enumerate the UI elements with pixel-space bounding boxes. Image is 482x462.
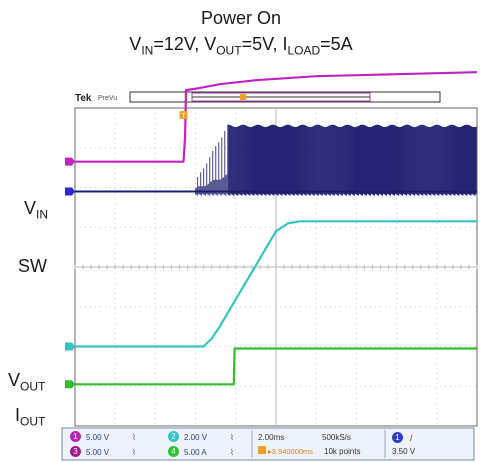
chart-subtitle: VIN=12V, VOUT=5V, ILOAD=5A (0, 34, 482, 58)
trigger-position-icon (258, 446, 266, 454)
channel-scale: 5.00 V (86, 448, 110, 457)
sw-ground-marker (65, 187, 75, 196)
iout-trace (75, 347, 477, 386)
trigger-position: ▸3.940000ms (268, 447, 313, 456)
label-vout: VOUT (8, 370, 46, 394)
vout-trace (75, 220, 477, 348)
trigger-level: 3.50 V (392, 447, 416, 456)
time-per-div: 2.00ms (258, 433, 284, 442)
trigger-marker-glyph: T (181, 113, 186, 120)
channel-badge-number: 4 (171, 447, 176, 456)
iout-ground-marker (65, 380, 75, 389)
channel-badge-number: 3 (73, 447, 78, 456)
subtitle-part-vin: VIN=12V, (129, 34, 205, 58)
record-trigger-mark (240, 94, 246, 100)
channel-scale: 2.00 V (184, 433, 208, 442)
trigger-marker (179, 111, 188, 119)
bandwidth-icon: ⌇ (230, 433, 234, 442)
scope-brand: Tek (75, 93, 92, 104)
channel-scale: 5.00 V (86, 433, 110, 442)
vin-trace (75, 71, 478, 163)
trigger-source-badge (392, 432, 403, 443)
bandwidth-icon: ⌇ (132, 433, 136, 442)
vout-ground-marker (65, 342, 75, 351)
trigger-source-number: 1 (395, 433, 400, 442)
channel-badge (168, 431, 179, 442)
chart-title: Power On (200, 8, 282, 28)
trigger-slope-icon: / (410, 433, 413, 443)
channel-badge (70, 431, 81, 442)
readout-panel (61, 427, 475, 461)
label-vin: VIN (24, 198, 49, 222)
channel-badge-number: 1 (73, 432, 78, 441)
record-length: 10k points (324, 447, 360, 456)
label-iout: IOUT (15, 405, 46, 429)
channel-badge (168, 446, 179, 457)
bandwidth-icon: ⌇ (230, 448, 234, 457)
subtitle-part-vout: VOUT=5V, (204, 34, 283, 58)
channel-scale: 5.00 A (184, 448, 207, 457)
bandwidth-icon: ⌇ (132, 448, 136, 457)
label-sw: SW (18, 256, 47, 276)
sw-trace (75, 124, 477, 196)
channel-badge (70, 446, 81, 457)
sample-rate: 500kS/s (322, 433, 351, 442)
subtitle-part-iload: ILOAD=5A (282, 34, 353, 58)
channel-badge-number: 2 (171, 432, 176, 441)
vin-ground-marker (65, 157, 75, 166)
scope-mode: PreVu (98, 95, 117, 102)
